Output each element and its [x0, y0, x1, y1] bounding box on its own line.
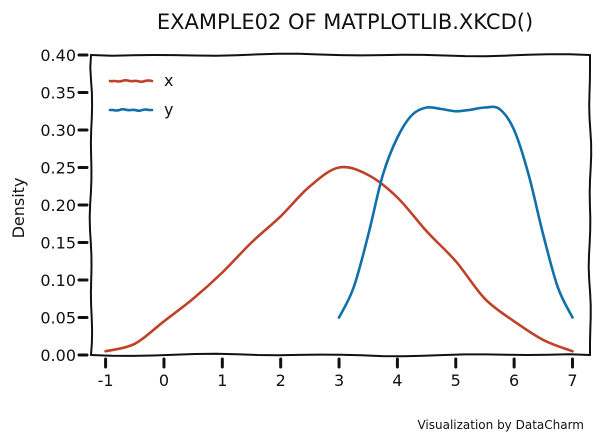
axes-layer: -1 0 1 2 3 4 5 6 7 0.00 0.05 0.10 0.15 0.20 0.25 0.30 0.…: [40, 46, 593, 390]
credit-text: Visualization by DataCharm: [417, 418, 584, 432]
legend: xy: [108, 71, 173, 119]
y-tick-label: 0.30: [40, 121, 76, 140]
x-tick-label: 2: [276, 371, 286, 390]
x-tick-label: -1: [98, 371, 114, 390]
legend-swatch-y: [108, 108, 154, 112]
x-tick-label: 4: [392, 371, 402, 390]
y-tick-label: 0.40: [40, 46, 76, 65]
legend-label-y: y: [164, 100, 173, 119]
x-tick-label: 6: [509, 371, 519, 390]
series-layer: [104, 105, 574, 353]
spine-right: [587, 54, 593, 356]
x-tick-label: 3: [334, 371, 344, 390]
x-tick-label: 5: [451, 371, 461, 390]
x-tick-label: 0: [159, 371, 169, 390]
y-tick-label: 0.05: [40, 309, 76, 328]
series-line-y: [337, 105, 574, 319]
spine-bottom: [90, 352, 591, 358]
y-tick-label: 0.25: [40, 159, 76, 178]
x-tick-label: 7: [567, 371, 577, 390]
chart-title: EXAMPLE02 OF MATPLOTLIB.XKCD(): [157, 10, 533, 34]
y-tick-label: 0.15: [40, 234, 76, 253]
legend-label-x: x: [164, 71, 173, 90]
spine-top: [90, 52, 591, 58]
y-tick-label: 0.00: [40, 346, 76, 365]
y-tick-label: 0.20: [40, 196, 76, 215]
y-tick-label: 0.10: [40, 271, 76, 290]
x-tick-label: 1: [217, 371, 227, 390]
legend-swatch-x: [108, 78, 154, 84]
spine-left: [88, 54, 94, 356]
y-axis-label: Density: [9, 178, 28, 239]
series-line-x: [104, 165, 574, 353]
y-tick-label: 0.35: [40, 84, 76, 103]
